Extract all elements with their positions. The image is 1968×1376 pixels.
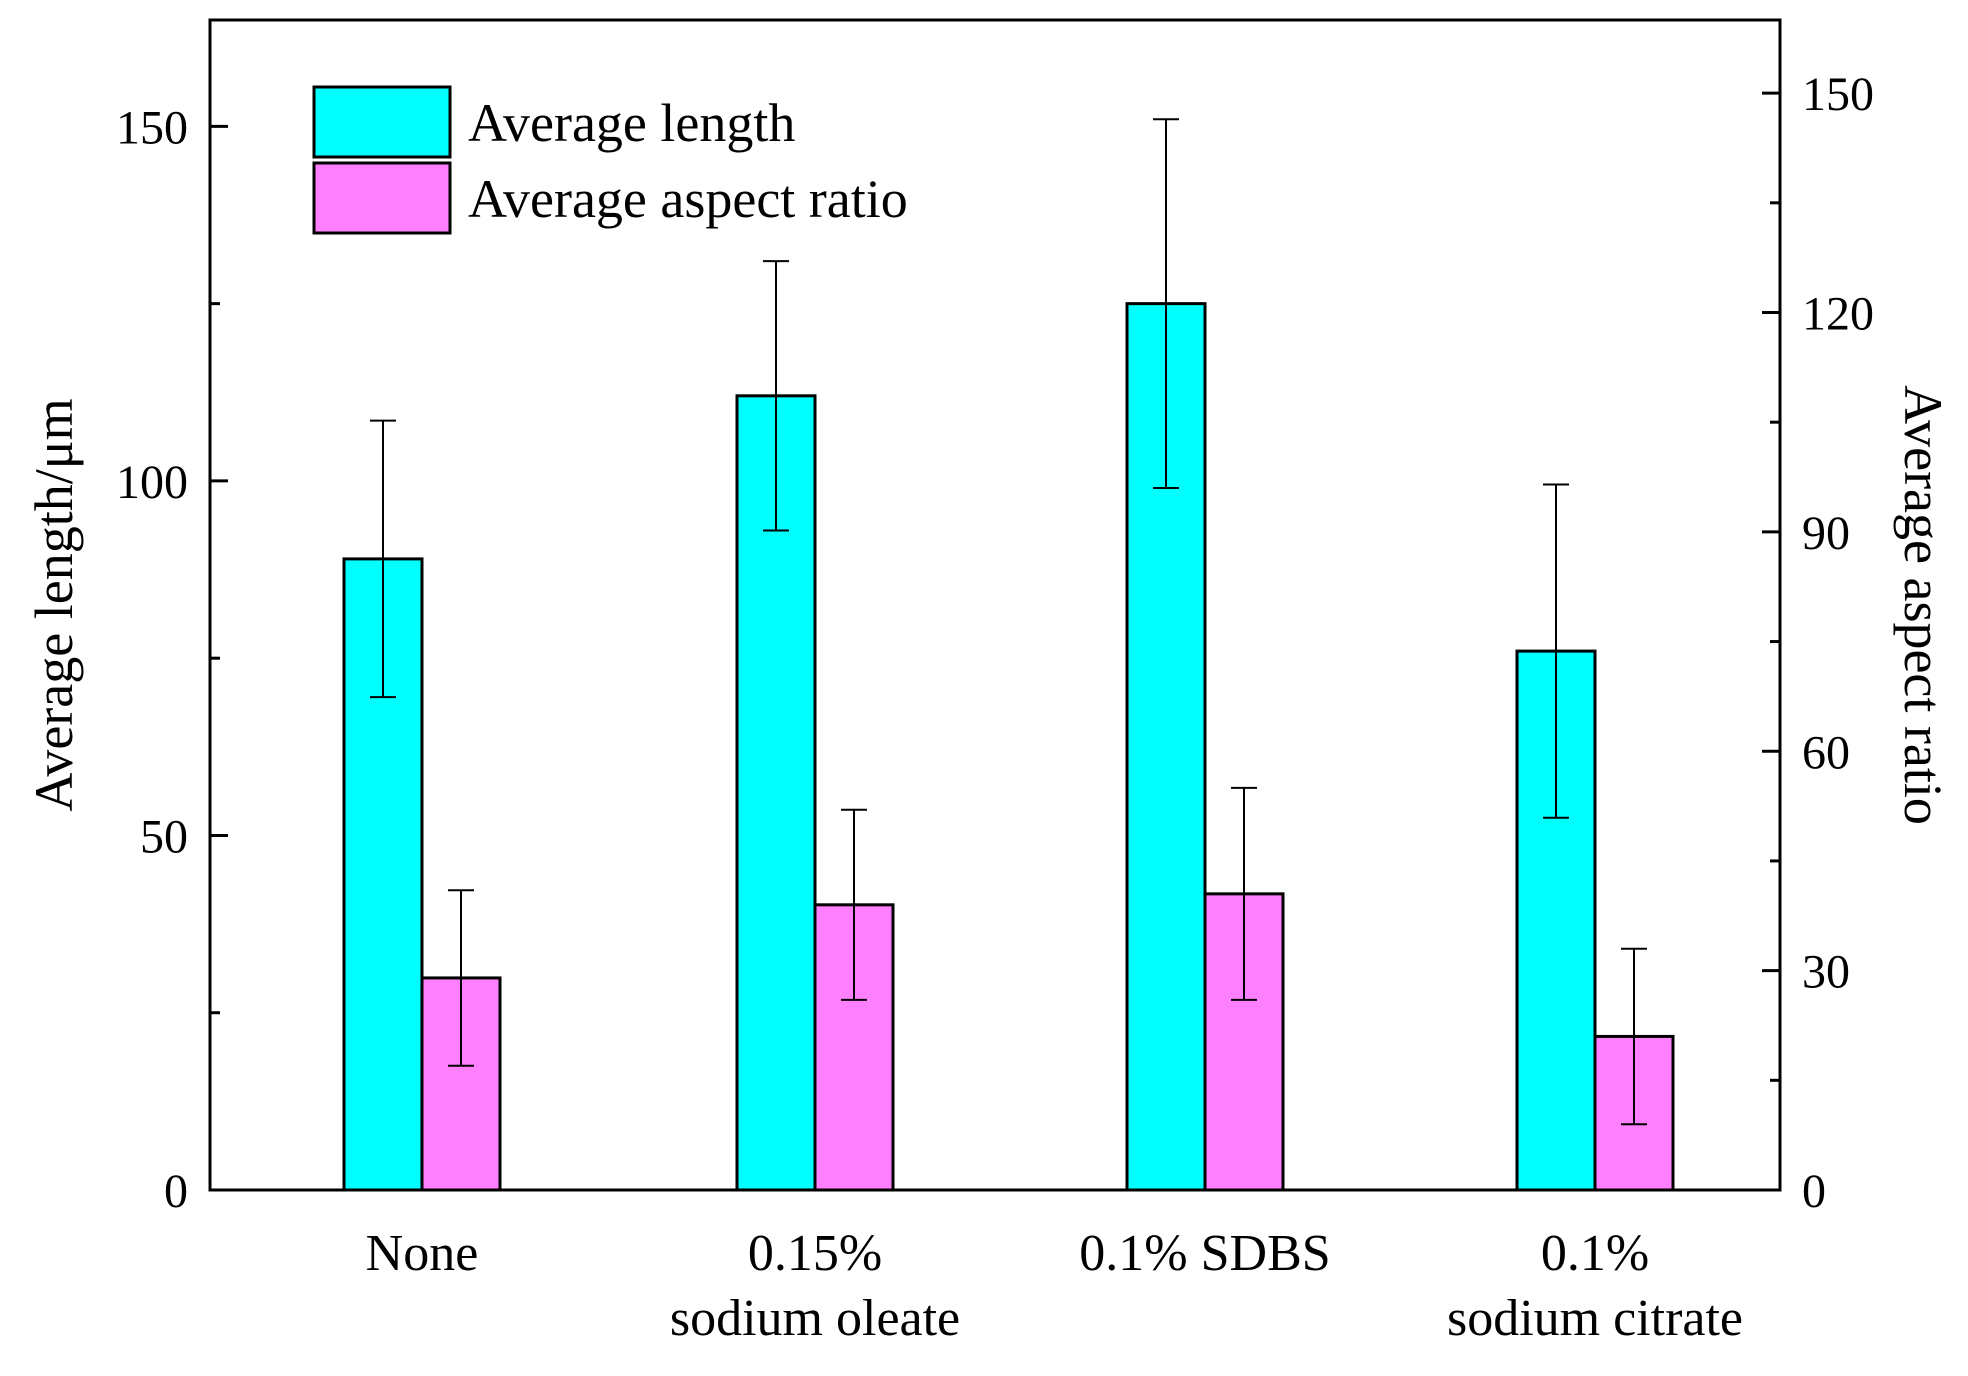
left-tick-label-3: 150 (116, 101, 188, 154)
left-tick-label-1: 50 (140, 810, 188, 863)
plot-frame (208, 18, 1782, 1192)
right-tick-label-4: 120 (1802, 288, 1874, 341)
labels-layer: 0 50 100 150 0 30 60 90 120 150 None 0.15% sodium ol… (24, 68, 1953, 1347)
category-label-3-1: sodium citrate (1447, 1290, 1743, 1347)
left-tick-label-0: 0 (164, 1165, 188, 1218)
left-tick-label-2: 100 (116, 456, 188, 509)
category-label-1-0: 0.15% (748, 1225, 882, 1282)
bars-layer (342, 302, 1675, 1192)
right-tick-label-1: 30 (1802, 946, 1850, 999)
right-axis-title: Average aspect ratio (1893, 385, 1953, 825)
right-tick-label-2: 60 (1802, 726, 1850, 779)
legend-label-1: Average aspect ratio (468, 169, 908, 229)
legend-swatch-aspect-ratio (312, 161, 452, 235)
right-tick-label-3: 90 (1802, 507, 1850, 560)
bar-length-3 (1515, 649, 1597, 1192)
category-label-3-0: 0.1% (1541, 1225, 1649, 1282)
category-label-1-1: sodium oleate (670, 1290, 960, 1347)
right-tick-label-0: 0 (1802, 1165, 1826, 1218)
right-tick-label-5: 150 (1802, 68, 1874, 121)
category-label-2-0: 0.1% SDBS (1079, 1225, 1330, 1282)
legend-swatch-length (312, 85, 452, 159)
axes-layer (208, 18, 1782, 1192)
left-axis-title: Average length/μm (24, 398, 84, 811)
legend-label-0: Average length (468, 93, 795, 153)
error-bars-layer (370, 118, 1647, 1126)
legend: Average length Average aspect ratio (312, 85, 908, 235)
category-label-0-0: None (366, 1225, 479, 1282)
